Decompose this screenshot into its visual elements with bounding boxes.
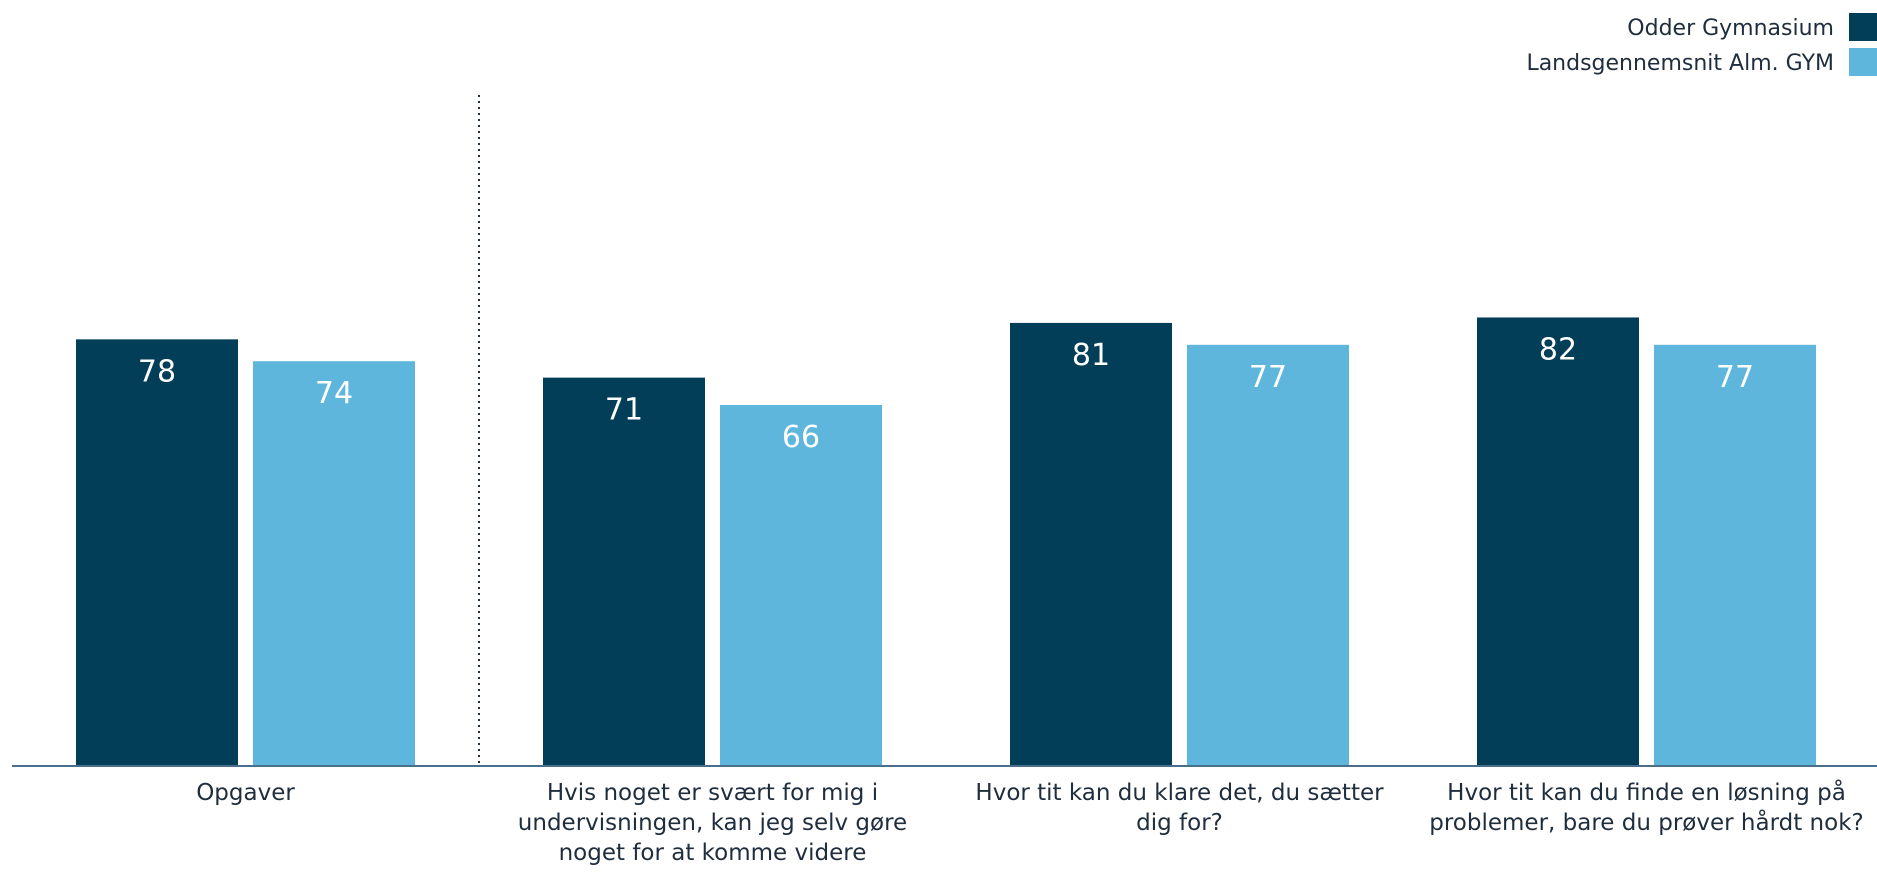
legend: Odder Gymnasium Landsgennemsnit Alm. GYM [1526,13,1877,76]
bar-lands-2 [1187,344,1349,766]
category-label-3: Hvor tit kan du finde en løsning på probl… [1429,778,1863,836]
value-label-odder-2: 81 [1072,338,1110,373]
bar-odder-1 [543,377,705,766]
value-label-lands-1: 66 [782,420,820,455]
value-label-lands-3: 77 [1716,360,1754,395]
legend-swatch-lands [1849,48,1877,76]
bar-odder-2 [1010,322,1172,766]
bar-odder-0 [76,339,238,766]
bar-lands-0 [253,361,415,766]
bar-odder-3 [1477,317,1639,766]
legend-label-odder: Odder Gymnasium [1627,16,1834,41]
value-label-lands-0: 74 [315,376,353,411]
category-label-1: Hvis noget er svært for mig i undervisnin… [518,780,907,866]
value-labels: 78 74 71 66 81 77 82 77 [138,332,1754,455]
value-label-lands-2: 77 [1249,360,1287,395]
value-label-odder-1: 71 [605,393,643,428]
category-label-2: Hvor tit kan du klare det, du sætter dig … [975,780,1384,836]
category-labels: Opgaver Hvis noget er svært for mig i unde… [196,778,1864,866]
bar-lands-3 [1654,344,1816,766]
value-label-odder-3: 82 [1539,332,1577,367]
bars [76,317,1816,766]
value-label-odder-0: 78 [138,354,176,389]
bar-lands-1 [720,404,882,766]
category-label-0: Opgaver [196,780,295,806]
legend-swatch-odder [1849,13,1877,41]
legend-label-lands: Landsgennemsnit Alm. GYM [1526,51,1834,76]
